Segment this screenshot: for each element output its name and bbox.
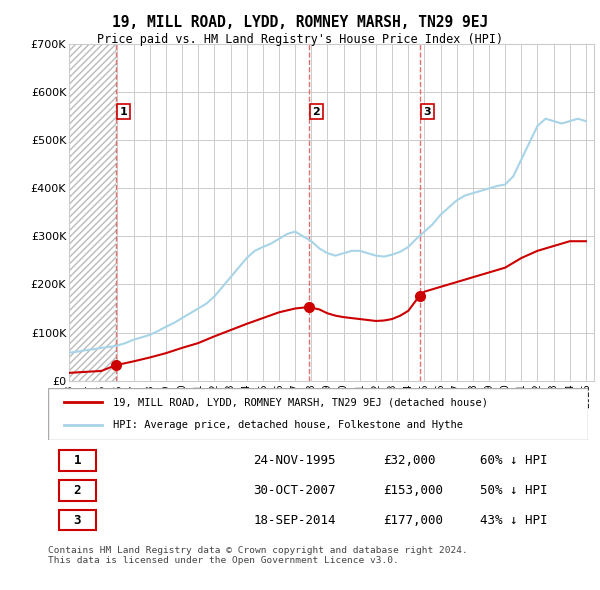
Text: 2: 2 bbox=[313, 107, 320, 116]
Text: 19, MILL ROAD, LYDD, ROMNEY MARSH, TN29 9EJ (detached house): 19, MILL ROAD, LYDD, ROMNEY MARSH, TN29 … bbox=[113, 397, 488, 407]
Text: Price paid vs. HM Land Registry's House Price Index (HPI): Price paid vs. HM Land Registry's House … bbox=[97, 33, 503, 46]
Text: £177,000: £177,000 bbox=[383, 514, 443, 527]
Text: 18-SEP-2014: 18-SEP-2014 bbox=[253, 514, 336, 527]
FancyBboxPatch shape bbox=[59, 450, 95, 471]
Text: 43% ↓ HPI: 43% ↓ HPI bbox=[480, 514, 548, 527]
Text: 3: 3 bbox=[73, 514, 81, 527]
Text: 2: 2 bbox=[73, 484, 81, 497]
Text: £153,000: £153,000 bbox=[383, 484, 443, 497]
Bar bbox=[69, 44, 116, 381]
FancyBboxPatch shape bbox=[59, 480, 95, 500]
FancyBboxPatch shape bbox=[59, 510, 95, 530]
Text: HPI: Average price, detached house, Folkestone and Hythe: HPI: Average price, detached house, Folk… bbox=[113, 420, 463, 430]
Text: 1: 1 bbox=[73, 454, 81, 467]
Text: £32,000: £32,000 bbox=[383, 454, 436, 467]
Text: Contains HM Land Registry data © Crown copyright and database right 2024.
This d: Contains HM Land Registry data © Crown c… bbox=[48, 546, 468, 565]
Text: 60% ↓ HPI: 60% ↓ HPI bbox=[480, 454, 548, 467]
Text: 19, MILL ROAD, LYDD, ROMNEY MARSH, TN29 9EJ: 19, MILL ROAD, LYDD, ROMNEY MARSH, TN29 … bbox=[112, 15, 488, 30]
Text: 1: 1 bbox=[120, 107, 128, 116]
Text: 3: 3 bbox=[424, 107, 431, 116]
Text: 50% ↓ HPI: 50% ↓ HPI bbox=[480, 484, 548, 497]
Text: 24-NOV-1995: 24-NOV-1995 bbox=[253, 454, 336, 467]
Text: 30-OCT-2007: 30-OCT-2007 bbox=[253, 484, 336, 497]
